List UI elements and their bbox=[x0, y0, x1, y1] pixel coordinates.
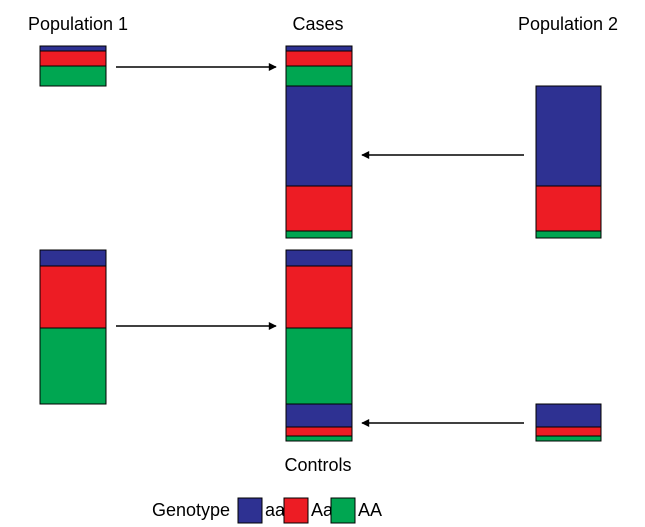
population-2-label: Population 2 bbox=[518, 14, 618, 34]
cases-bar bbox=[285, 45, 353, 239]
population-1-controls-bar bbox=[39, 249, 107, 405]
controls-bar bbox=[285, 249, 353, 442]
legend-swatch bbox=[283, 497, 309, 524]
legend-item: AA bbox=[358, 500, 382, 520]
population-1-cases-bar bbox=[39, 45, 107, 87]
legend-swatch bbox=[237, 497, 263, 524]
controls-label: Controls bbox=[284, 455, 351, 475]
legend-item: Aa bbox=[311, 500, 334, 520]
legend: Genotype aa Aa AA bbox=[152, 497, 382, 524]
population-2-controls-bar bbox=[535, 403, 602, 442]
legend-swatch bbox=[330, 497, 356, 524]
legend-item: aa bbox=[265, 500, 286, 520]
cases-label: Cases bbox=[292, 14, 343, 34]
legend-title: Genotype bbox=[152, 500, 230, 520]
population-1-label: Population 1 bbox=[28, 14, 128, 34]
population-2-cases-bar bbox=[535, 85, 602, 239]
